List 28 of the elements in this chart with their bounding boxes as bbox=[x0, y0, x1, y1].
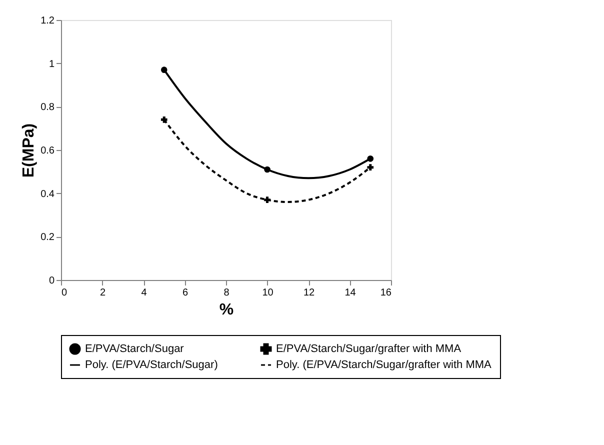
x-tick-label: 2 bbox=[100, 288, 106, 298]
legend-label: Poly. (E/PVA/Starch/Sugar) bbox=[85, 359, 218, 371]
legend-label: E/PVA/Starch/Sugar/grafter with MMA bbox=[276, 343, 462, 355]
y-tick-label: 0.2 bbox=[40, 232, 55, 244]
y-axis-title: E(MPa) bbox=[20, 123, 38, 178]
x-axis-title: % bbox=[219, 302, 234, 318]
y-tick-label: 1 bbox=[48, 58, 55, 70]
point bbox=[160, 116, 168, 123]
x-tick-label: 0 bbox=[62, 288, 68, 298]
legend-label: E/PVA/Starch/Sugar bbox=[85, 343, 184, 355]
x-tick-label: 8 bbox=[224, 288, 230, 298]
x-tick-label: 4 bbox=[141, 288, 148, 298]
y-tick-label: 0.6 bbox=[40, 146, 55, 156]
x-tick-label: 16 bbox=[380, 288, 392, 298]
point bbox=[367, 156, 374, 162]
x-tick-label: 12 bbox=[303, 288, 315, 298]
point bbox=[367, 164, 374, 170]
point bbox=[264, 166, 270, 173]
x-tick-label: 10 bbox=[262, 288, 274, 298]
y-tick-label: 0.4 bbox=[40, 188, 55, 200]
y-tick-label: 0.8 bbox=[40, 102, 55, 114]
x-tick-label: 6 bbox=[182, 288, 188, 298]
y-tick-label: 0 bbox=[48, 276, 55, 286]
x-tick-label: 14 bbox=[344, 288, 356, 298]
point bbox=[160, 66, 168, 73]
legend-label: Poly. (E/PVA/Starch/Sugar/grafter with MMA bbox=[276, 359, 492, 371]
y-tick-label: 1.2 bbox=[40, 16, 55, 26]
point bbox=[264, 196, 270, 203]
